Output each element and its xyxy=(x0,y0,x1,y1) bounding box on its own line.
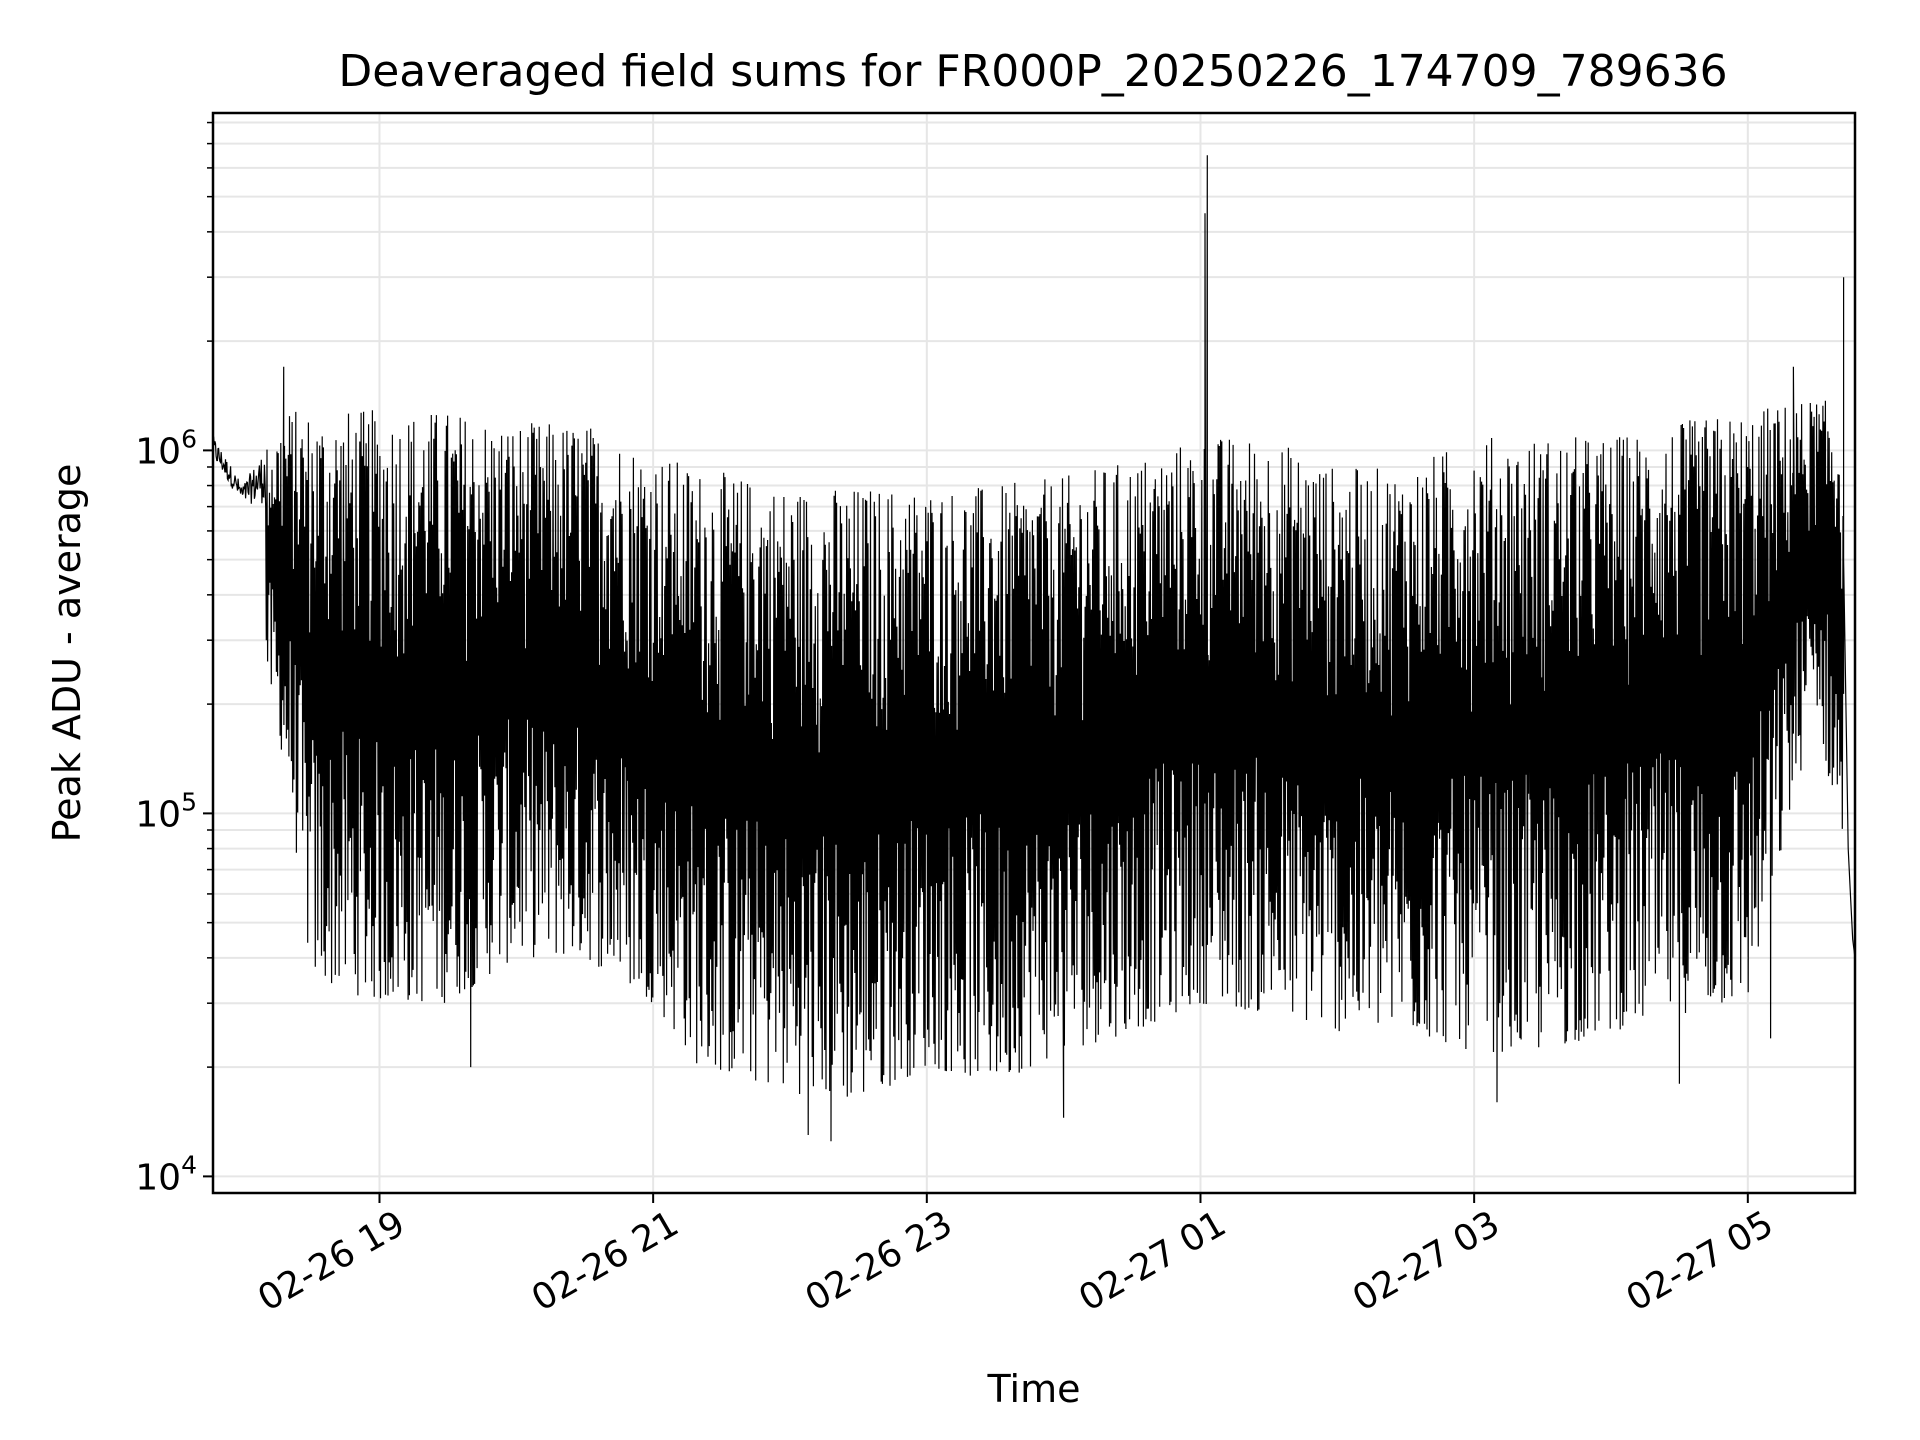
series-line xyxy=(212,155,1856,1142)
chart-title: Deaveraged field sums for FR000P_2025022… xyxy=(338,46,1727,97)
x-axis-label: Time xyxy=(987,1367,1081,1411)
plot-frame xyxy=(211,111,1857,1195)
data-series xyxy=(212,155,1856,1142)
y-tick-label: 106 xyxy=(135,424,197,472)
y-tick-label: 105 xyxy=(135,787,197,835)
y-axis-label: Peak ADU - average xyxy=(45,464,89,843)
y-tick-label: 104 xyxy=(135,1150,197,1198)
